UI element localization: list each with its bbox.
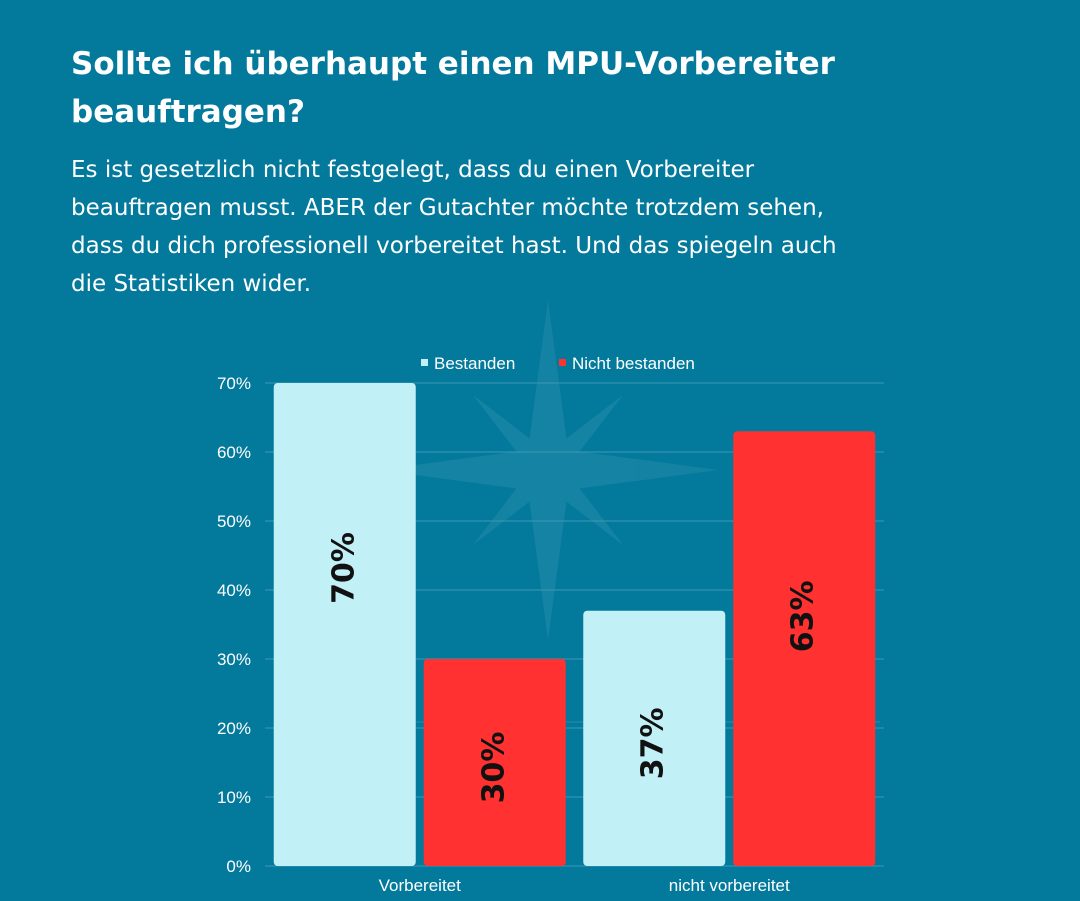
bar-bestanden-1 bbox=[583, 610, 726, 866]
bar-value-labels: 70% 30% 37% 63% bbox=[326, 532, 821, 803]
y-tick-label: 0% bbox=[226, 857, 251, 876]
legend-label-nicht-bestanden: Nicht bestanden bbox=[572, 354, 695, 373]
headline: Sollte ich überhaupt einen MPU-Vorbereit… bbox=[71, 46, 835, 130]
y-tick-label: 30% bbox=[217, 650, 251, 669]
legend: Bestanden Nicht bestanden bbox=[421, 354, 695, 373]
x-category-label: nicht vorbereitet bbox=[669, 876, 790, 895]
bar-value-label: 70% bbox=[326, 532, 361, 604]
bar-nicht-bestanden-1 bbox=[733, 431, 876, 866]
x-category-label: Vorbereitet bbox=[379, 876, 461, 895]
bar-value-label: 37% bbox=[636, 707, 671, 779]
bar-bestanden-0 bbox=[273, 383, 416, 866]
bar-value-label: 63% bbox=[786, 580, 821, 652]
intro-text: Es ist gesetzlich nicht festgelegt, dass… bbox=[71, 157, 837, 297]
bar-value-label: 30% bbox=[476, 732, 511, 804]
x-axis-categories: Vorbereitet nicht vorbereitet bbox=[379, 876, 790, 895]
bar-nicht-bestanden-0 bbox=[423, 659, 566, 866]
bars bbox=[273, 383, 876, 866]
y-tick-label: 60% bbox=[217, 443, 251, 462]
legend-label-bestanden: Bestanden bbox=[434, 354, 515, 373]
legend-swatch-nicht-bestanden bbox=[559, 359, 566, 366]
y-tick-label: 50% bbox=[217, 512, 251, 531]
y-tick-label: 70% bbox=[217, 374, 251, 393]
y-tick-label: 20% bbox=[217, 719, 251, 738]
legend-swatch-bestanden bbox=[421, 359, 428, 366]
y-tick-label: 40% bbox=[217, 581, 251, 600]
y-tick-label: 10% bbox=[217, 788, 251, 807]
y-axis-ticks: 0% 10% 20% 30% 40% 50% 60% 70% bbox=[217, 374, 251, 876]
